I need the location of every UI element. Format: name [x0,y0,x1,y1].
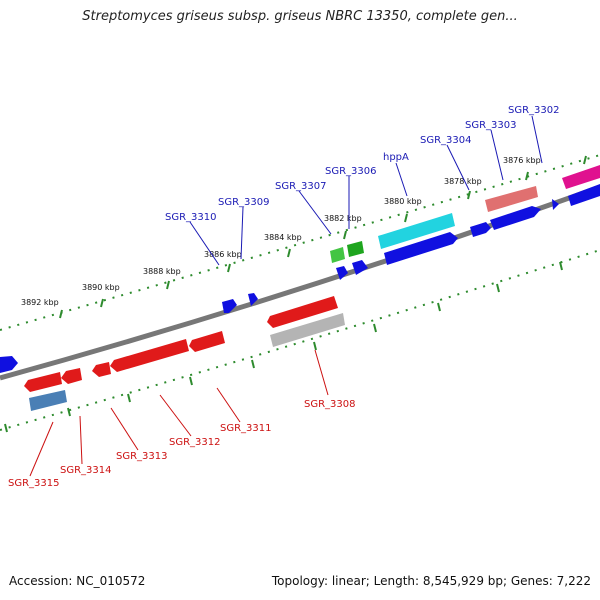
tick-label: 3882 kbp [324,214,362,223]
gene-left-blue[interactable] [0,356,18,373]
tick-labels: 3876 kbp 3878 kbp 3880 kbp 3882 kbp 3884… [21,156,541,307]
tick-label: 3890 kbp [82,283,120,292]
gene-sgr3314[interactable] [61,368,82,384]
tick-label: 3892 kbp [21,298,59,307]
gene-label[interactable]: SGR_3303 [465,120,517,131]
gene-sgr3302[interactable] [562,165,600,189]
gene-sgr3306[interactable] [347,241,364,257]
gene-label[interactable]: SGR_3313 [116,451,168,462]
gene-sgr3312[interactable] [110,339,189,372]
reverse-gene-labels: SGR_3308 SGR_3311 SGR_3312 SGR_3313 SGR_… [8,399,356,489]
forward-genes [0,165,600,373]
gene-sgr3315[interactable] [24,372,62,392]
gene-sgr3310[interactable] [222,299,237,313]
gene-label[interactable]: SGR_3307 [275,181,327,192]
scale-track-lower [0,249,600,431]
gene-label[interactable]: SGR_3306 [325,166,377,177]
leader-lines [29,115,543,477]
gene-label[interactable]: SGR_3308 [304,399,356,410]
gene-sgr3308-gray[interactable] [270,313,345,347]
gene-label[interactable]: SGR_3315 [8,478,60,489]
gene-sgr3309[interactable] [248,293,258,306]
tick-label: 3880 kbp [384,197,422,206]
tick-label: 3888 kbp [143,267,181,276]
gene-blue-3[interactable] [490,206,541,230]
gene-sgr3307[interactable] [330,247,345,263]
gene-sgr3306-blue[interactable] [352,260,368,275]
tick-label: 3886 kbp [204,250,242,259]
gene-hppa[interactable] [378,213,455,249]
forward-gene-labels: SGR_3302 SGR_3303 SGR_3304 hppA SGR_3306… [165,105,560,223]
gene-sgr3315-steel[interactable] [29,390,67,411]
tick-label: 3878 kbp [444,177,482,186]
gene-label[interactable]: SGR_3302 [508,105,560,116]
gene-sgr3313[interactable] [92,362,111,377]
gene-label[interactable]: SGR_3312 [169,437,221,448]
gene-label[interactable]: hppA [383,152,409,163]
gene-sgr3308-red[interactable] [267,296,338,328]
gene-sgr3303[interactable] [485,186,538,212]
accession-text: Accession: NC_010572 [9,574,146,588]
gene-label[interactable]: SGR_3314 [60,465,112,476]
gene-label[interactable]: SGR_3309 [218,197,270,208]
gene-label[interactable]: SGR_3311 [220,423,272,434]
gene-sgr3311[interactable] [189,331,225,352]
gene-sgr3302-blue[interactable] [568,184,600,206]
gene-blue-4[interactable] [470,222,491,237]
gene-blue-hppa[interactable] [384,232,458,265]
map-title: Streptomyces griseus subsp. griseus NBRC… [82,9,518,24]
gene-arrow-small[interactable] [552,199,559,210]
gene-label[interactable]: SGR_3304 [420,135,472,146]
gene-label[interactable]: SGR_3310 [165,212,217,223]
lower-major-ticks [4,261,563,433]
reverse-genes [24,296,345,411]
tick-label: 3884 kbp [264,233,302,242]
upper-major-ticks [59,155,587,319]
gene-sgr3307-blue[interactable] [336,266,348,280]
genome-stats-text: Topology: linear; Length: 8,545,929 bp; … [271,574,591,588]
tick-label: 3876 kbp [503,156,541,165]
